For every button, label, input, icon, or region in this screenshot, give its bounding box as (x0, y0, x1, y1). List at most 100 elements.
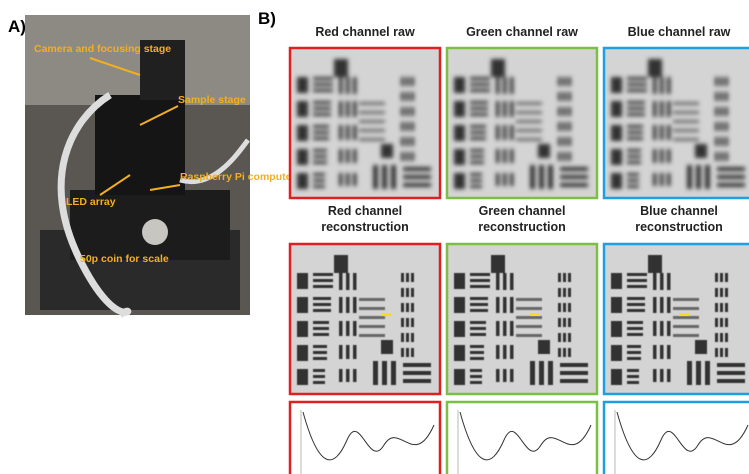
bar (503, 321, 507, 336)
bar (313, 285, 333, 288)
annotation: LED array (66, 196, 116, 208)
bar (516, 129, 542, 132)
bar (558, 318, 561, 327)
bar (503, 125, 507, 140)
bar (406, 122, 409, 131)
bar (516, 138, 542, 141)
bar (558, 152, 561, 161)
bar (568, 107, 571, 116)
bar (563, 122, 566, 131)
bar (496, 369, 500, 382)
bar (653, 149, 657, 163)
bar (313, 155, 327, 158)
bar (720, 152, 723, 161)
bar (401, 288, 404, 297)
raw-image (446, 47, 598, 199)
bar (568, 77, 571, 86)
bar (339, 149, 343, 163)
bar (563, 333, 566, 342)
bar (568, 122, 571, 131)
digit (454, 125, 465, 141)
bar (496, 101, 500, 117)
bar (353, 345, 357, 359)
bar (627, 89, 647, 92)
bar (346, 273, 350, 290)
bar (539, 165, 544, 189)
digit (611, 369, 622, 385)
bar (627, 107, 645, 110)
bar (695, 144, 707, 158)
bar (627, 333, 643, 336)
bar (406, 288, 409, 297)
bar (491, 59, 505, 77)
bar (660, 273, 664, 290)
bar (653, 273, 657, 290)
bar (411, 288, 414, 297)
bar (720, 137, 723, 146)
bar (720, 318, 723, 327)
bar (339, 369, 343, 382)
bar (717, 371, 745, 375)
bar (627, 83, 647, 86)
bar (339, 77, 343, 94)
title-box: Green channel reconstruction (446, 203, 598, 241)
column-title: Blue channel reconstruction (603, 203, 749, 235)
bar (496, 345, 500, 359)
digit (297, 273, 308, 289)
bar (660, 173, 664, 186)
profile-plot (604, 402, 749, 474)
bar (627, 279, 647, 282)
bar (403, 379, 431, 383)
bar (510, 149, 514, 163)
bar (313, 149, 327, 152)
bar (568, 348, 571, 357)
digit (611, 101, 622, 117)
profile-plot (447, 402, 597, 474)
bar (660, 149, 664, 163)
bar (470, 113, 488, 116)
bar (558, 107, 561, 116)
bar (406, 107, 409, 116)
bar (627, 173, 639, 176)
bar (313, 131, 329, 134)
bar (715, 137, 718, 146)
bar (503, 77, 507, 94)
bar (353, 173, 357, 186)
bar (339, 101, 343, 117)
bar (516, 334, 542, 337)
bar (353, 125, 357, 140)
bar (530, 361, 535, 385)
bar (470, 137, 486, 140)
bar (627, 375, 639, 378)
bar (406, 273, 409, 282)
bar (496, 321, 500, 336)
bar (353, 149, 357, 163)
bar (470, 131, 486, 134)
bar (627, 137, 643, 140)
bar (715, 318, 718, 327)
bar (725, 137, 728, 146)
bar (516, 316, 542, 319)
bar (563, 137, 566, 146)
bar (673, 334, 699, 337)
bar (627, 345, 641, 348)
bar (627, 309, 645, 312)
bar (720, 288, 723, 297)
bar (406, 318, 409, 327)
bar (653, 101, 657, 117)
bar (353, 273, 357, 290)
bar (568, 273, 571, 282)
bar (720, 348, 723, 357)
digit (297, 173, 308, 189)
bar (563, 318, 566, 327)
bar (411, 122, 414, 131)
bar (627, 185, 639, 188)
bar (695, 340, 707, 354)
bar (720, 92, 723, 101)
bar (503, 173, 507, 186)
bar (470, 125, 486, 128)
panel-b: Red channel rawRed channel reconstructio… (289, 25, 749, 474)
bar (516, 307, 542, 310)
bar (401, 152, 404, 161)
bar (560, 363, 588, 367)
